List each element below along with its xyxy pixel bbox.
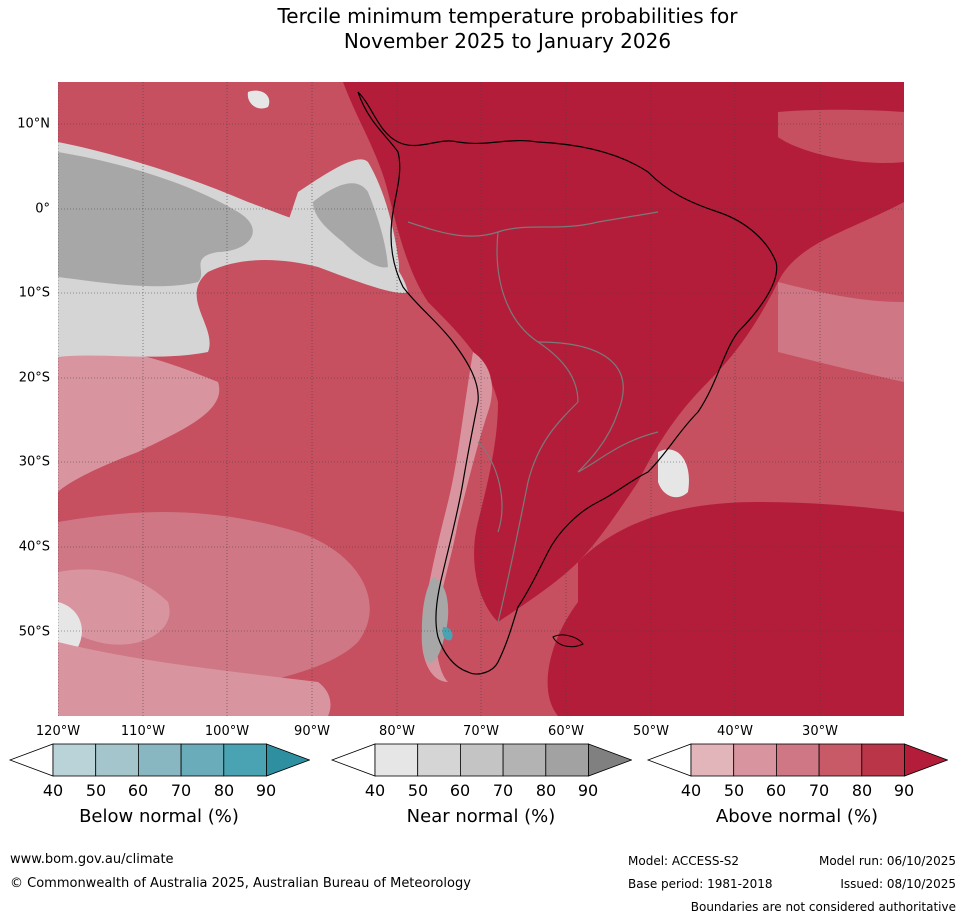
above-tick-40: 40	[680, 781, 702, 800]
gridlines	[58, 82, 904, 716]
title-line-2: November 2025 to January 2026	[343, 29, 672, 53]
model-name: Model: ACCESS-S2	[628, 854, 740, 868]
near-normal-equatorial-dark	[313, 183, 388, 268]
near-tick-60: 60	[449, 781, 471, 800]
lon-label-120w: 120°W	[35, 724, 81, 739]
lon-label-30w: 30°W	[802, 724, 838, 739]
chart-title: Tercile minimum temperature probabilitie…	[0, 4, 965, 54]
lat-label-30s: 30°S	[18, 454, 50, 470]
below-tick-40: 40	[42, 781, 64, 800]
colorbar-segment-4	[502, 743, 547, 777]
lon-label-90w: 90°W	[294, 724, 330, 739]
lon-label-70w: 70°W	[463, 724, 499, 739]
lon-label-60w: 60°W	[548, 724, 584, 739]
lat-label-50s: 50°S	[18, 624, 50, 640]
near-tick-90: 90	[577, 781, 599, 800]
light-above-southwest	[58, 569, 170, 645]
lat-label-20s: 20°S	[18, 370, 50, 386]
near-tick-80: 80	[535, 781, 557, 800]
map-canvas	[58, 82, 904, 716]
model-run-date: Model run: 06/10/2025	[818, 854, 956, 868]
lat-label-10n: 10°N	[17, 116, 50, 132]
strong-above-south-atlantic	[547, 502, 904, 716]
below-normal-patch	[442, 627, 453, 641]
colorbar-min-arrow	[8, 743, 54, 777]
below-tick-70: 70	[170, 781, 192, 800]
colorbar-segment-3	[137, 743, 182, 777]
colorbar-segment-4	[180, 743, 225, 777]
below-tick-60: 60	[127, 781, 149, 800]
above-normal-label: Above normal (%)	[715, 806, 879, 827]
colorbar-segment-1	[690, 743, 735, 777]
title-line-1: Tercile minimum temperature probabilitie…	[277, 4, 738, 28]
above-tick-90: 90	[893, 781, 915, 800]
lon-label-110w: 110°W	[120, 724, 166, 739]
copyright: © Commonwealth of Australia 2025, Austra…	[10, 876, 471, 891]
colorbar-segment-4	[818, 743, 863, 777]
near-tick-70: 70	[492, 781, 514, 800]
coastline	[357, 91, 778, 675]
light-above-southern-band	[58, 642, 331, 716]
near-normal-label: Near normal (%)	[406, 806, 556, 827]
probability-map	[58, 82, 904, 716]
patagonia-near-normal	[421, 577, 449, 663]
colorbar-above-normal	[646, 743, 948, 777]
colorbar-segment-5	[223, 743, 267, 777]
base-period: Base period: 1981-2018	[628, 877, 773, 891]
falkland-islands	[552, 634, 584, 648]
lat-label-40s: 40°S	[18, 539, 50, 555]
lon-label-50w: 50°W	[633, 724, 669, 739]
colorbar-segment-2	[733, 743, 777, 777]
below-tick-50: 50	[85, 781, 107, 800]
near-tick-50: 50	[407, 781, 429, 800]
issued-date: Issued: 08/10/2025	[840, 877, 956, 891]
mid-above-atlantic	[778, 282, 904, 382]
above-tick-60: 60	[765, 781, 787, 800]
lon-label-100w: 100°W	[204, 724, 250, 739]
strong-above-continent	[343, 82, 904, 622]
above-tick-80: 80	[851, 781, 873, 800]
light-above-region	[58, 349, 220, 492]
colorbar-max-arrow	[904, 743, 948, 777]
colorbar-near-normal	[330, 743, 632, 777]
colorbar-min-arrow	[646, 743, 692, 777]
website-link[interactable]: www.bom.gov.au/climate	[10, 852, 174, 867]
colorbar-segment-3	[459, 743, 504, 777]
colorbar-segment-1	[374, 743, 419, 777]
lon-label-80w: 80°W	[379, 724, 415, 739]
lon-label-40w: 40°W	[717, 724, 753, 739]
colorbar-segment-1	[52, 743, 97, 777]
below-tick-90: 90	[255, 781, 277, 800]
near-normal-north-patch	[247, 90, 270, 109]
country-borders	[407, 211, 659, 623]
colorbar-segment-5	[861, 743, 905, 777]
lat-label-0: 0°	[35, 201, 50, 217]
near-normal-brazil-coast	[658, 449, 689, 498]
colorbar-segment-2	[417, 743, 461, 777]
lat-label-10s: 10°S	[18, 285, 50, 301]
colorbar-min-arrow	[330, 743, 376, 777]
boundaries-disclaimer: Boundaries are not considered authoritat…	[690, 900, 956, 914]
colorbar-below-normal	[8, 743, 310, 777]
colorbar-max-arrow	[588, 743, 632, 777]
above-caribbean	[778, 109, 904, 163]
near-normal-tongue-dark	[58, 152, 253, 287]
below-tick-80: 80	[213, 781, 235, 800]
below-normal-label: Below normal (%)	[79, 806, 239, 827]
above-tick-70: 70	[808, 781, 830, 800]
colorbar-segment-2	[95, 743, 139, 777]
colorbar-segment-3	[775, 743, 820, 777]
colorbar-segment-5	[545, 743, 589, 777]
near-normal-southwest	[58, 602, 82, 657]
near-tick-40: 40	[364, 781, 386, 800]
colorbar-max-arrow	[266, 743, 310, 777]
above-tick-50: 50	[723, 781, 745, 800]
